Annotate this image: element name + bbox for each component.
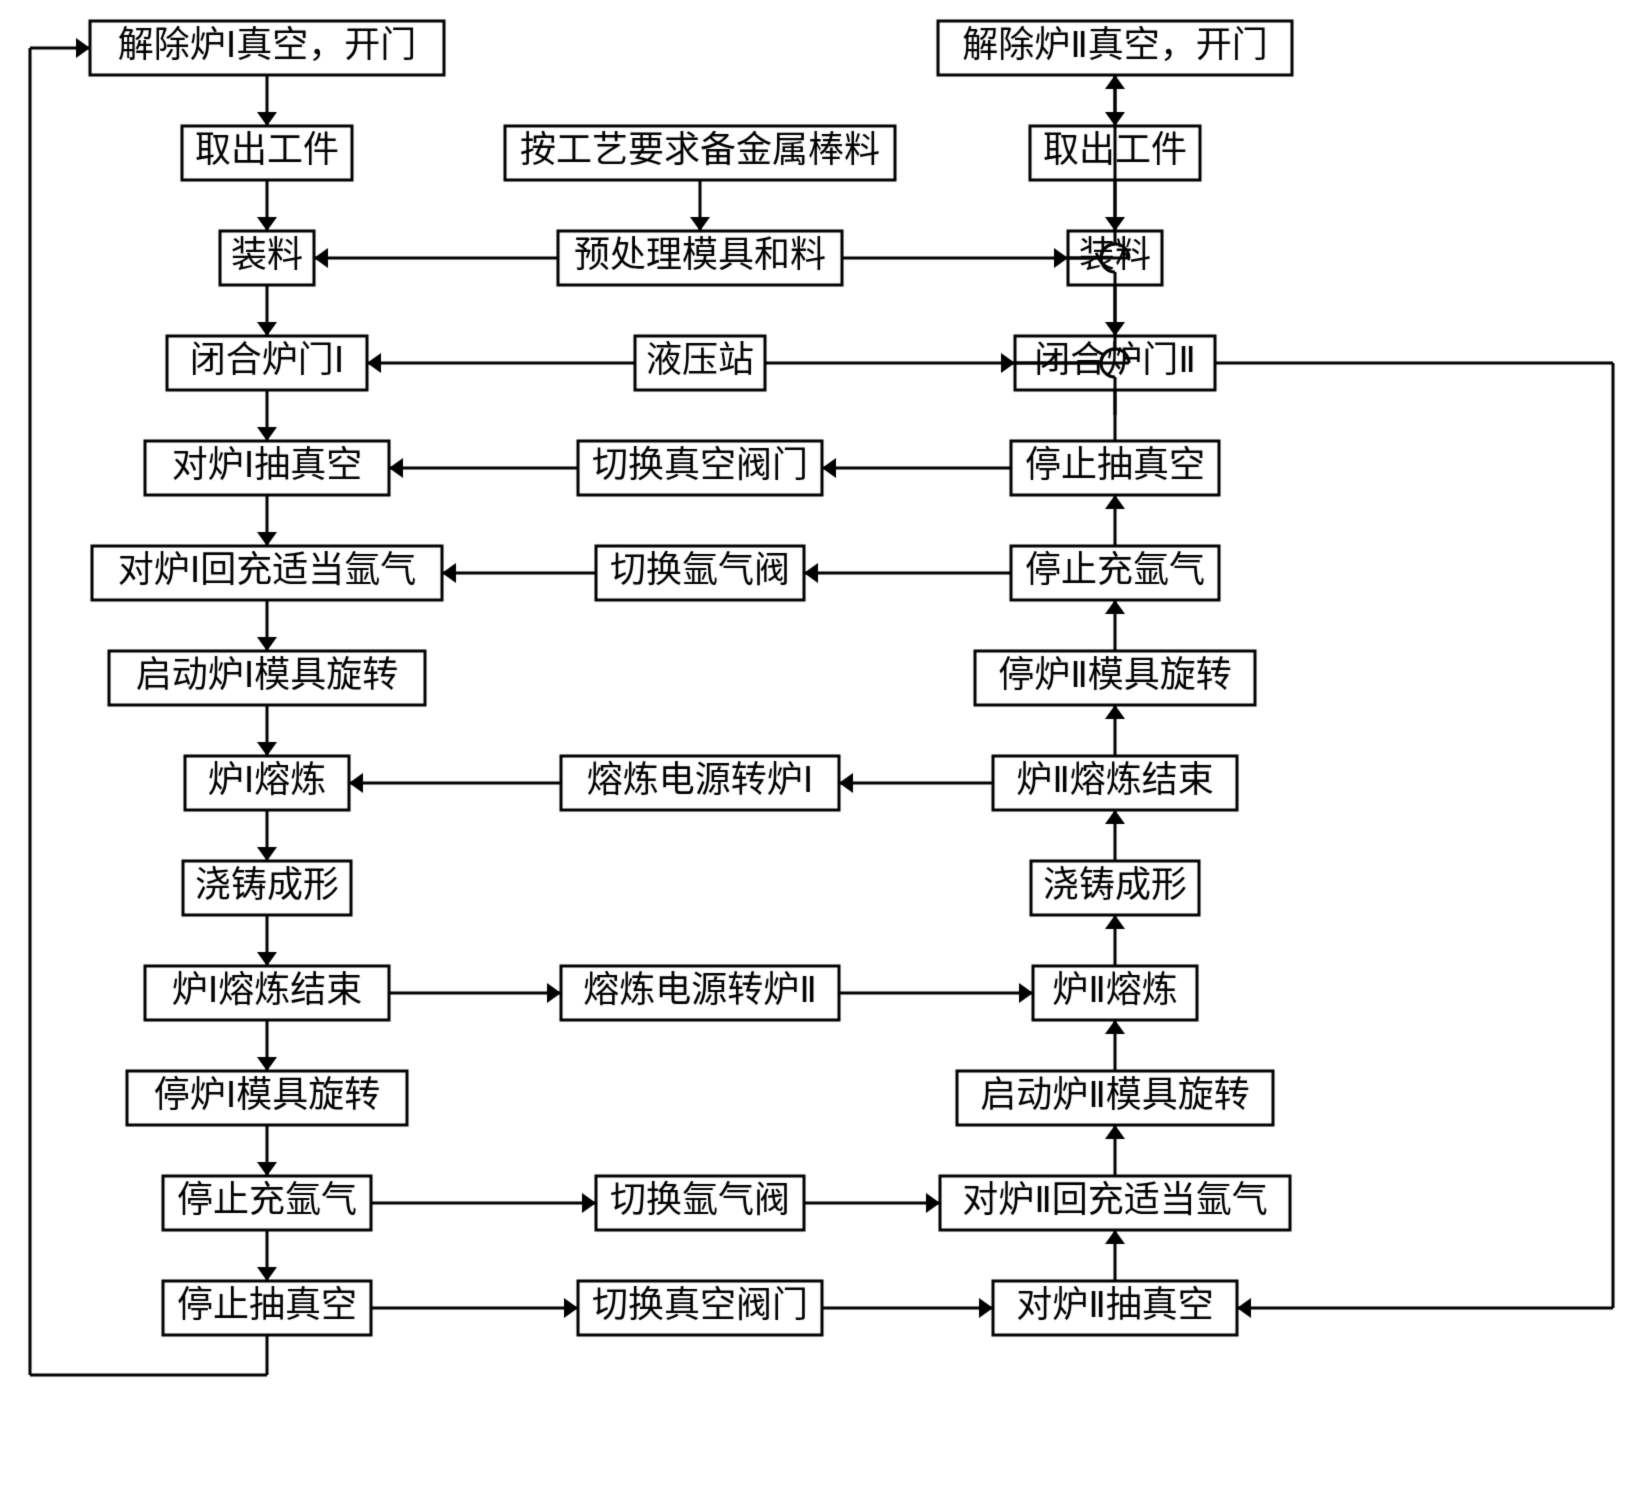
flowchart-canvas: [0, 0, 1643, 1494]
